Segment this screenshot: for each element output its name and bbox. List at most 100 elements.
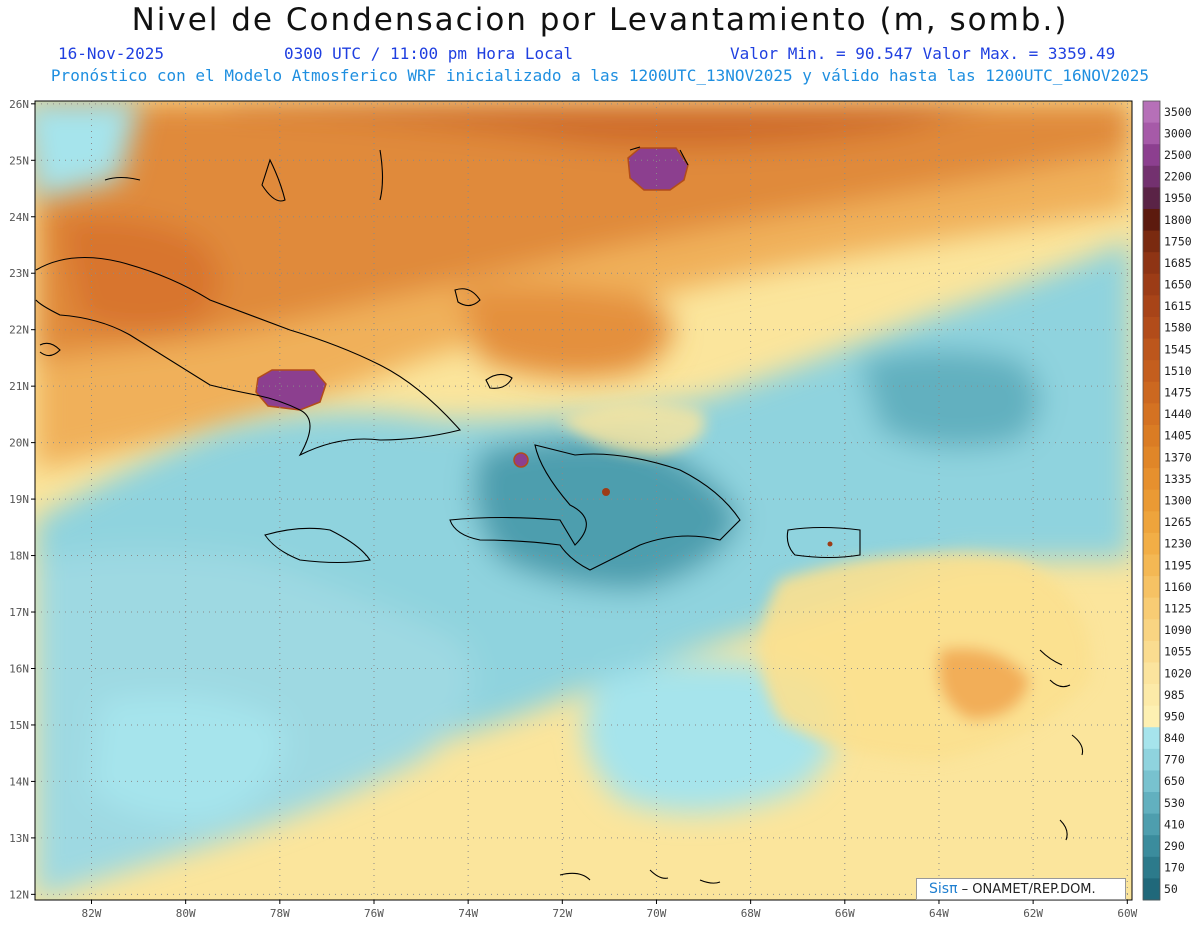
colorbar-label: 530 <box>1164 796 1185 810</box>
lat-label: 17N <box>9 606 29 619</box>
colorbar-label: 1615 <box>1164 299 1192 313</box>
lon-label: 80W <box>176 907 196 920</box>
colorbar-swatch <box>1143 208 1160 232</box>
colorbar-swatch <box>1143 532 1160 555</box>
lon-label: 70W <box>647 907 667 920</box>
lon-label: 60W <box>1117 907 1137 920</box>
colorbar-swatch <box>1143 101 1160 124</box>
colorbar-swatch <box>1143 338 1160 361</box>
lat-label: 24N <box>9 211 29 224</box>
forecast-date: 16-Nov-2025 <box>58 44 164 63</box>
colorbar-swatch <box>1143 619 1160 642</box>
colorbar-swatch <box>1143 122 1160 145</box>
colorbar-label: 2500 <box>1164 148 1192 162</box>
lcl-field <box>35 101 1132 900</box>
lat-label: 26N <box>9 98 29 111</box>
colorbar-swatch <box>1143 252 1160 275</box>
lat-label: 25N <box>9 154 29 167</box>
lon-label: 62W <box>1023 907 1043 920</box>
lat-label: 13N <box>9 832 29 845</box>
colorbar-swatch <box>1143 316 1160 340</box>
colorbar-swatch <box>1143 468 1160 491</box>
colorbar-swatch <box>1143 727 1160 750</box>
colorbar-outline <box>1142 100 1161 901</box>
colorbar-swatch <box>1143 511 1160 534</box>
colorbar-label: 1265 <box>1164 515 1192 529</box>
colorbar-label: 650 <box>1164 774 1185 788</box>
lat-label: 12N <box>9 888 29 901</box>
map-frame <box>34 100 1133 901</box>
colorbar-swatch <box>1143 705 1160 728</box>
colorbar-label: 3000 <box>1164 126 1192 140</box>
colorbar-swatch <box>1143 187 1160 210</box>
colorbar-swatch <box>1143 597 1160 620</box>
forecast-time: 0300 UTC / 11:00 pm Hora Local <box>284 44 573 63</box>
lat-label: 20N <box>9 437 29 450</box>
lon-label: 64W <box>929 907 949 920</box>
lon-label: 78W <box>270 907 290 920</box>
colorbar: 3500 3000 2500 2200 1950 1800 1750 1685 1650 1615… <box>1142 100 1192 901</box>
colorbar-swatch <box>1143 295 1160 318</box>
colorbar-label: 1195 <box>1164 558 1192 572</box>
colorbar-label: 1510 <box>1164 364 1192 378</box>
colorbar-label: 1800 <box>1164 213 1192 227</box>
colorbar-swatch <box>1143 878 1160 901</box>
colorbar-label: 1545 <box>1164 342 1192 356</box>
colorbar-label: 1440 <box>1164 407 1192 421</box>
colorbar-label: 1300 <box>1164 494 1192 508</box>
lon-label: 76W <box>364 907 384 920</box>
colorbar-swatch <box>1143 662 1160 685</box>
colorbar-label: 1160 <box>1164 580 1192 594</box>
colorbar-label: 290 <box>1164 839 1185 853</box>
lat-label: 21N <box>9 380 29 393</box>
colorbar-swatch <box>1143 424 1160 448</box>
colorbar-label: 1650 <box>1164 278 1192 292</box>
colorbar-label: 950 <box>1164 709 1185 723</box>
colorbar-label: 840 <box>1164 731 1185 745</box>
colorbar-swatch <box>1143 360 1160 383</box>
colorbar-label: 1950 <box>1164 191 1192 205</box>
colorbar-label: 1750 <box>1164 234 1192 248</box>
colorbar-label: 170 <box>1164 861 1185 875</box>
onamet-brand: Sisπ – ONAMET/REP.DOM. <box>916 878 1126 900</box>
colorbar-swatch <box>1143 684 1160 707</box>
colorbar-label: 1055 <box>1164 645 1192 659</box>
colorbar-label: 1230 <box>1164 537 1192 551</box>
colorbar-swatch <box>1143 792 1160 815</box>
colorbar-swatch <box>1143 144 1160 167</box>
latitude-labels: 26N 25N 24N 23N 22N 21N 20N 19N 18N 17N 16N 15N 14N 1… <box>9 98 35 901</box>
colorbar-swatch <box>1143 835 1160 858</box>
coastlines <box>35 146 1084 884</box>
lat-label: 18N <box>9 550 29 563</box>
colorbar-label: 1020 <box>1164 666 1192 680</box>
lat-label: 19N <box>9 493 29 506</box>
colorbar-label: 1475 <box>1164 386 1192 400</box>
colorbar-label: 1125 <box>1164 601 1192 615</box>
colorbar-swatch <box>1143 813 1160 836</box>
sis-logo: Sisπ <box>929 881 958 897</box>
colorbar-label: 1405 <box>1164 429 1192 443</box>
org-name: – ONAMET/REP.DOM. <box>961 882 1096 897</box>
colorbar-label: 1685 <box>1164 256 1192 270</box>
colorbar-label: 770 <box>1164 753 1185 767</box>
model-subtitle: Pronóstico con el Modelo Atmosferico WRF… <box>50 66 1150 85</box>
colorbar-label: 985 <box>1164 688 1185 702</box>
colorbar-swatch <box>1143 403 1160 426</box>
lat-label: 15N <box>9 719 29 732</box>
lon-label: 66W <box>835 907 855 920</box>
colorbar-swatch <box>1143 273 1160 296</box>
lon-label: 68W <box>741 907 761 920</box>
page-title: Nivel de Condensacion por Levantamiento … <box>131 2 1069 38</box>
lon-label: 72W <box>552 907 572 920</box>
colorbar-swatch <box>1143 640 1160 663</box>
lon-label: 74W <box>458 907 478 920</box>
colorbar-swatch <box>1143 748 1160 771</box>
colorbar-label: 1580 <box>1164 321 1192 335</box>
colorbar-swatch <box>1143 770 1160 793</box>
colorbar-label: 3500 <box>1164 105 1192 119</box>
colorbar-label: 1370 <box>1164 450 1192 464</box>
value-range: Valor Min. = 90.547 Valor Max. = 3359.49 <box>730 44 1116 63</box>
colorbar-swatch <box>1143 446 1160 469</box>
lat-label: 14N <box>9 775 29 788</box>
